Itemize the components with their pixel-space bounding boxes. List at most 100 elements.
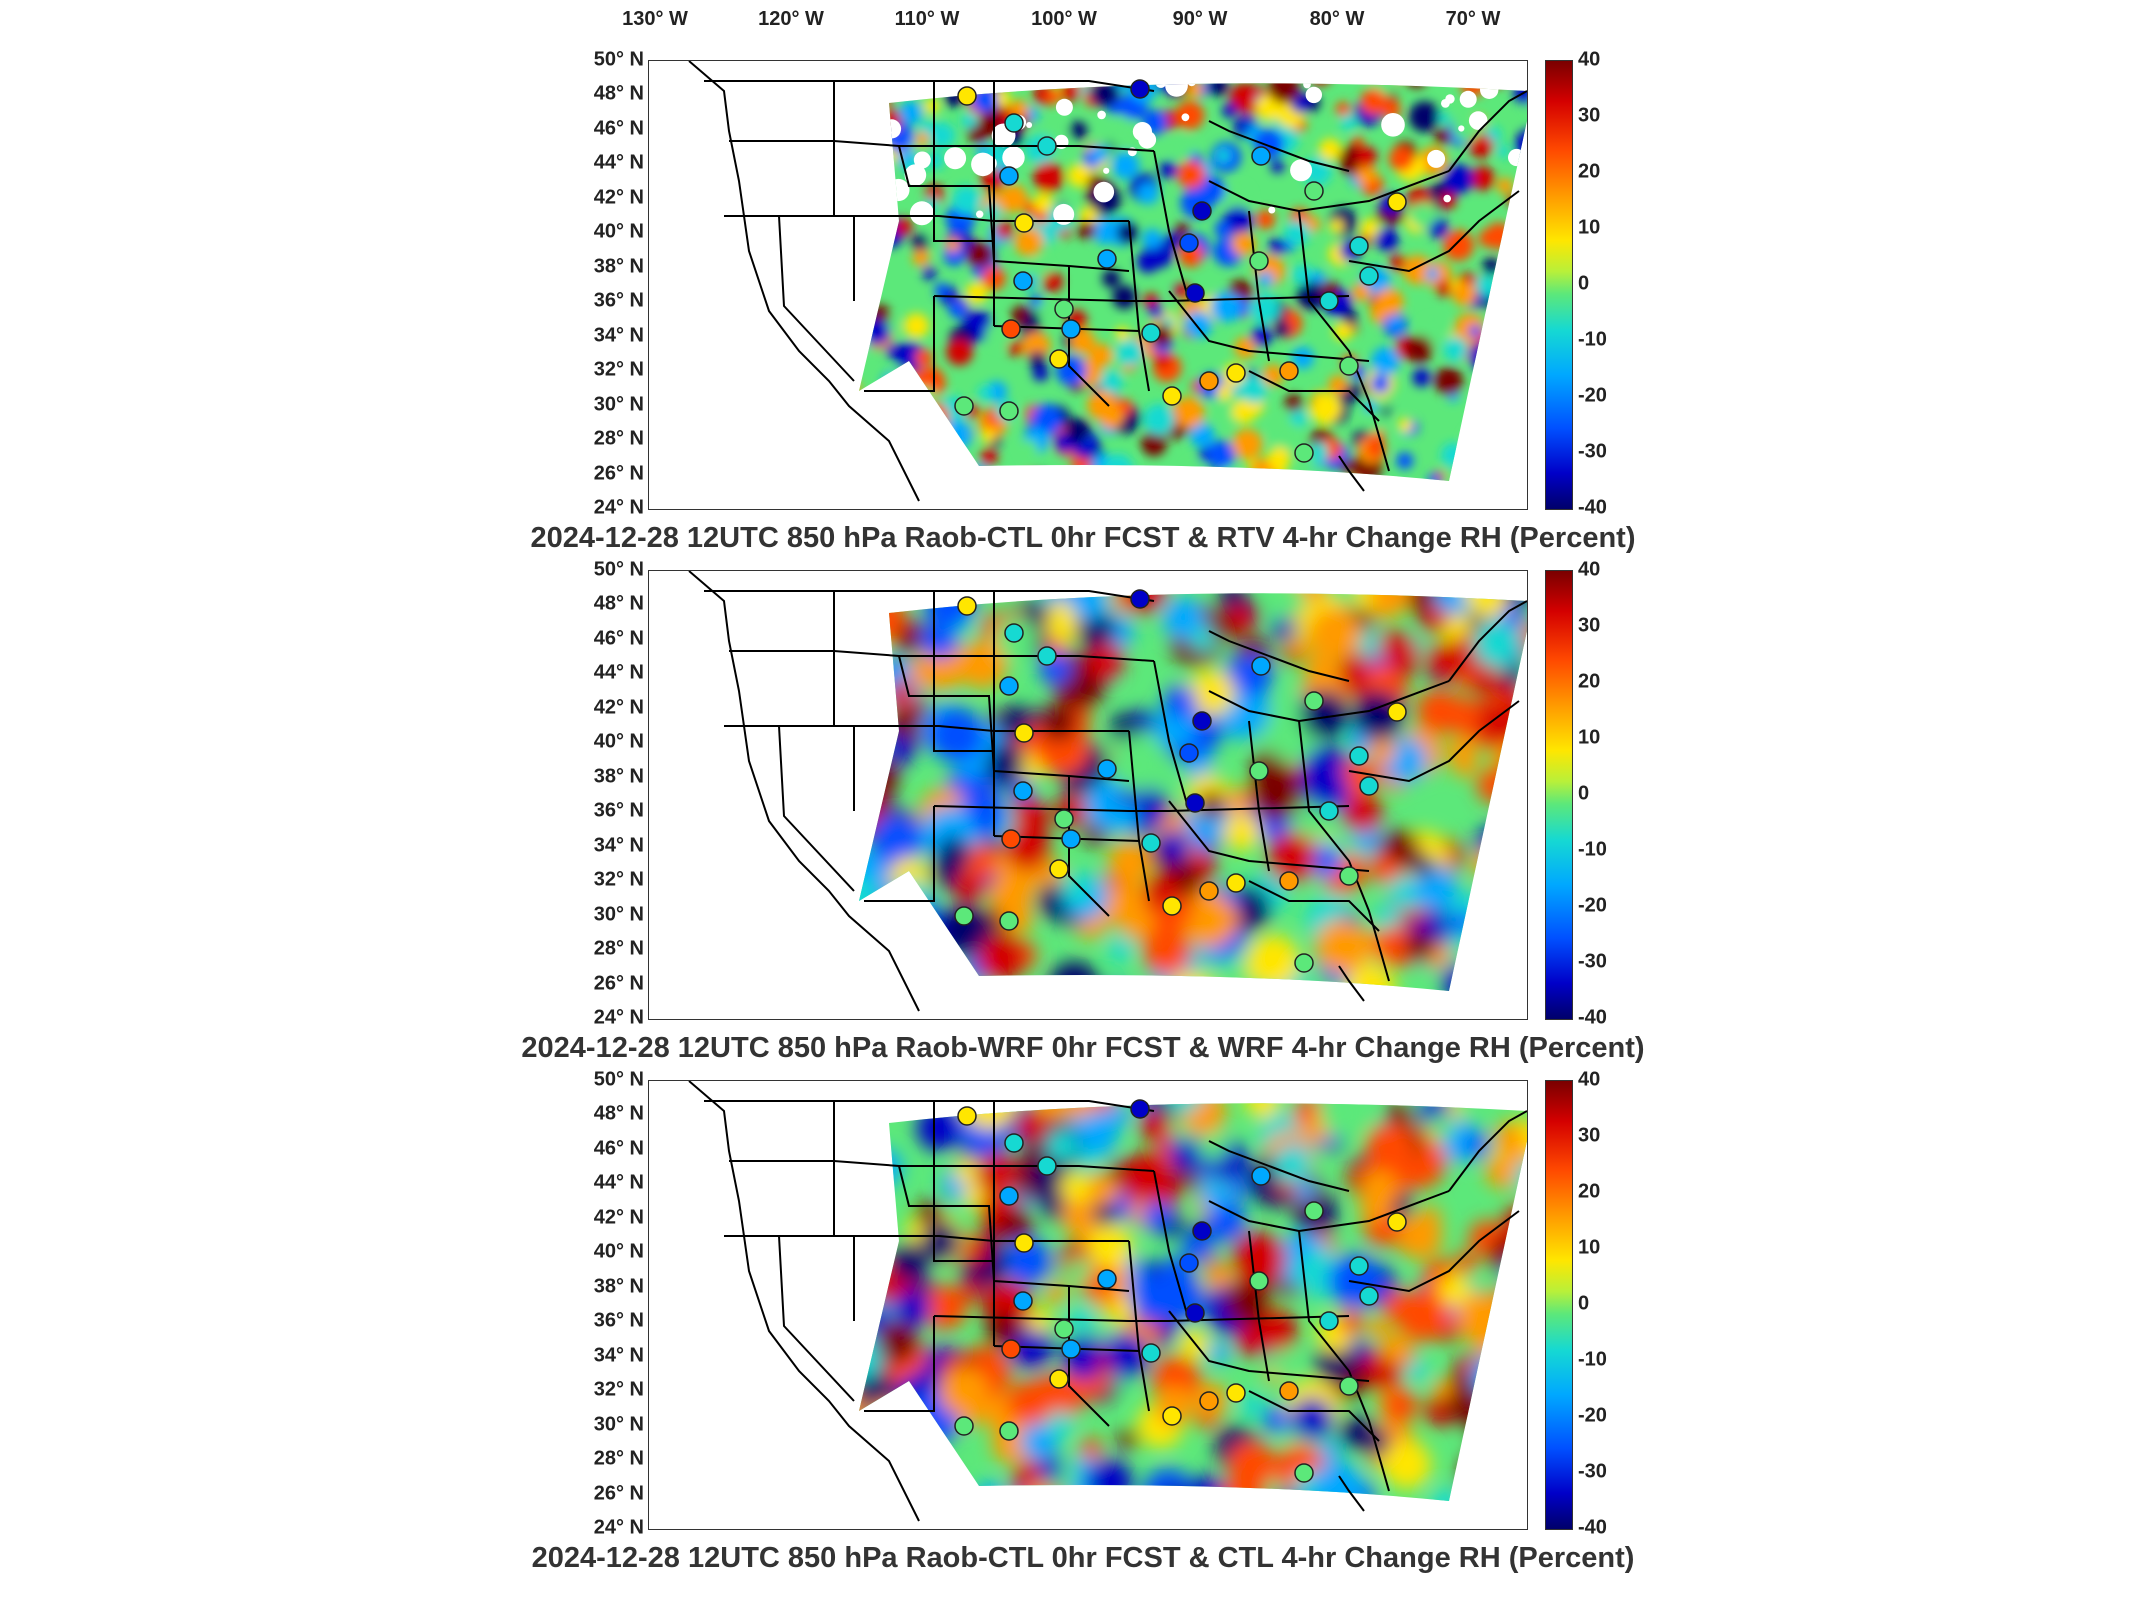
- colorbar-tick-label: 20: [1578, 160, 1601, 183]
- raob-station-marker: [1359, 1286, 1379, 1306]
- latitude-label: 26° N: [593, 462, 644, 485]
- raob-station-marker: [1192, 1221, 1212, 1241]
- raob-station-marker: [1037, 136, 1057, 156]
- colorbar-tick-label: 30: [1578, 104, 1601, 127]
- raob-station-marker: [1279, 1381, 1299, 1401]
- panel-title: 2024-12-28 12UTC 850 hPa Raob-WRF 0hr FC…: [521, 1032, 1645, 1064]
- raob-station-marker: [1339, 866, 1359, 886]
- colorbar-tick-label: 20: [1578, 670, 1601, 693]
- raob-station-marker: [957, 1106, 977, 1126]
- colorbar-tick-label: -10: [1578, 838, 1607, 861]
- colorbar-tick-label: -20: [1578, 1404, 1607, 1427]
- latitude-label: 42° N: [593, 696, 644, 719]
- latitude-label: 48° N: [593, 1102, 644, 1125]
- longitude-label: 120° W: [758, 8, 824, 30]
- map-frame: [648, 570, 1528, 1020]
- map-frame: [648, 1080, 1528, 1530]
- raob-station-marker: [999, 676, 1019, 696]
- colorbar: [1545, 60, 1573, 510]
- raob-station-marker: [1249, 761, 1269, 781]
- colorbar-tick-label: -10: [1578, 328, 1607, 351]
- rh-change-field: [859, 593, 1527, 992]
- colorbar-tick-label: 10: [1578, 216, 1601, 239]
- latitude-label: 48° N: [593, 592, 644, 615]
- raob-station-marker: [1319, 291, 1339, 311]
- latitude-label: 48° N: [593, 82, 644, 105]
- raob-station-marker: [1192, 201, 1212, 221]
- latitude-label: 40° N: [593, 730, 644, 753]
- raob-station-marker: [1199, 1391, 1219, 1411]
- colorbar-tick-label: 30: [1578, 1124, 1601, 1147]
- raob-station-marker: [1251, 656, 1271, 676]
- raob-station-marker: [1185, 1303, 1205, 1323]
- latitude-label: 46° N: [593, 627, 644, 650]
- raob-station-marker: [1387, 702, 1407, 722]
- raob-station-marker: [999, 166, 1019, 186]
- colorbar: [1545, 1080, 1573, 1530]
- colorbar: [1545, 570, 1573, 1020]
- raob-station-marker: [1249, 1271, 1269, 1291]
- state-borders: [688, 571, 1527, 1012]
- raob-station-marker: [1359, 776, 1379, 796]
- raob-station-marker: [1226, 363, 1246, 383]
- latitude-label: 40° N: [593, 220, 644, 243]
- latitude-label: 28° N: [593, 427, 644, 450]
- latitude-label: 44° N: [593, 1171, 644, 1194]
- colorbar-tick-label: 0: [1578, 1292, 1590, 1315]
- colorbar-tick-label: -20: [1578, 894, 1607, 917]
- latitude-label: 28° N: [593, 937, 644, 960]
- colorbar-tick-label: 40: [1578, 558, 1601, 581]
- latitude-label: 24° N: [593, 1516, 644, 1539]
- raob-station-marker: [1001, 1339, 1021, 1359]
- raob-stations: [954, 79, 1407, 463]
- colorbar-tick-label: 40: [1578, 1068, 1601, 1091]
- raob-station-marker: [1192, 711, 1212, 731]
- colorbar-tick-label: 20: [1578, 1180, 1601, 1203]
- raob-station-marker: [1199, 881, 1219, 901]
- latitude-label: 24° N: [593, 496, 644, 519]
- raob-stations: [954, 1099, 1407, 1483]
- raob-station-marker: [954, 906, 974, 926]
- colorbar-tick-label: 0: [1578, 782, 1590, 805]
- raob-station-marker: [1226, 1383, 1246, 1403]
- raob-station-marker: [1294, 1463, 1314, 1483]
- raob-station-marker: [1013, 271, 1033, 291]
- latitude-label: 32° N: [593, 358, 644, 381]
- map-frame: [648, 60, 1528, 510]
- latitude-label: 50° N: [593, 48, 644, 71]
- latitude-label: 38° N: [593, 1275, 644, 1298]
- colorbar-tick-label: 10: [1578, 1236, 1601, 1259]
- longitude-label: 70° W: [1445, 8, 1501, 30]
- raob-station-marker: [1387, 1212, 1407, 1232]
- longitude-label: 130° W: [622, 8, 688, 30]
- latitude-label: 36° N: [593, 289, 644, 312]
- raob-station-marker: [1130, 589, 1150, 609]
- raob-station-marker: [1141, 323, 1161, 343]
- raob-station-marker: [999, 1421, 1019, 1441]
- raob-station-marker: [999, 401, 1019, 421]
- raob-station-marker: [957, 86, 977, 106]
- raob-station-marker: [1014, 723, 1034, 743]
- raob-station-marker: [1185, 793, 1205, 813]
- raob-station-marker: [1304, 181, 1324, 201]
- raob-station-marker: [1013, 781, 1033, 801]
- latitude-label: 34° N: [593, 834, 644, 857]
- raob-station-marker: [1097, 759, 1117, 779]
- latitude-label: 30° N: [593, 1413, 644, 1436]
- latitude-label: 38° N: [593, 255, 644, 278]
- rh-map: [688, 61, 1527, 502]
- raob-station-marker: [1004, 1133, 1024, 1153]
- latitude-label: 28° N: [593, 1447, 644, 1470]
- raob-station-marker: [1294, 953, 1314, 973]
- raob-station-marker: [1061, 1339, 1081, 1359]
- raob-station-marker: [1304, 1201, 1324, 1221]
- colorbar-tick-label: 10: [1578, 726, 1601, 749]
- colorbar-tick-label: 0: [1578, 272, 1590, 295]
- raob-station-marker: [1001, 829, 1021, 849]
- rh-map: [688, 1081, 1527, 1522]
- colorbar-tick-label: -40: [1578, 496, 1607, 519]
- colorbar-tick-label: 40: [1578, 48, 1601, 71]
- raob-station-marker: [1049, 859, 1069, 879]
- raob-station-marker: [1179, 743, 1199, 763]
- colorbar-tick-label: -40: [1578, 1516, 1607, 1539]
